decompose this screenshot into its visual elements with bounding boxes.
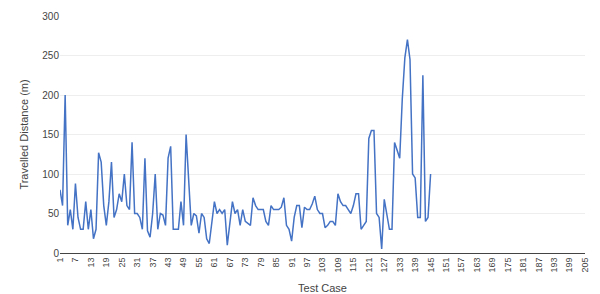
- svg-text:85: 85: [271, 258, 281, 268]
- svg-text:115: 115: [348, 258, 358, 272]
- svg-text:7: 7: [70, 258, 80, 263]
- svg-text:199: 199: [564, 258, 574, 273]
- svg-text:67: 67: [225, 258, 235, 268]
- svg-text:0: 0: [53, 248, 59, 259]
- svg-text:43: 43: [163, 258, 173, 268]
- svg-text:37: 37: [148, 258, 158, 268]
- svg-text:103: 103: [317, 258, 327, 273]
- svg-text:200: 200: [42, 90, 59, 101]
- svg-text:145: 145: [426, 258, 436, 273]
- svg-text:139: 139: [410, 258, 420, 273]
- svg-text:133: 133: [395, 258, 405, 273]
- svg-text:175: 175: [503, 258, 513, 273]
- svg-text:91: 91: [287, 258, 297, 268]
- svg-text:300: 300: [42, 11, 59, 22]
- svg-text:109: 109: [333, 258, 343, 273]
- svg-text:1: 1: [55, 258, 65, 263]
- svg-text:163: 163: [472, 258, 482, 273]
- svg-text:250: 250: [42, 50, 59, 61]
- svg-text:79: 79: [256, 258, 266, 268]
- svg-text:73: 73: [240, 258, 250, 268]
- svg-text:151: 151: [441, 258, 451, 273]
- svg-text:Test Case: Test Case: [298, 282, 347, 294]
- svg-text:205: 205: [580, 258, 590, 273]
- svg-text:61: 61: [209, 258, 219, 268]
- svg-text:187: 187: [534, 258, 544, 273]
- svg-text:31: 31: [132, 258, 142, 268]
- svg-text:127: 127: [379, 258, 389, 273]
- svg-text:50: 50: [48, 208, 60, 219]
- svg-text:169: 169: [487, 258, 497, 273]
- svg-text:181: 181: [518, 258, 528, 273]
- svg-text:25: 25: [117, 258, 127, 268]
- svg-text:55: 55: [194, 258, 204, 268]
- svg-text:19: 19: [101, 258, 111, 268]
- svg-text:193: 193: [549, 258, 559, 273]
- svg-text:100: 100: [42, 169, 59, 180]
- svg-text:121: 121: [364, 258, 374, 273]
- svg-text:13: 13: [86, 258, 96, 268]
- svg-text:Travelled Distance (m): Travelled Distance (m): [18, 79, 30, 189]
- svg-text:150: 150: [42, 129, 59, 140]
- svg-text:97: 97: [302, 258, 312, 268]
- svg-text:157: 157: [456, 258, 466, 273]
- svg-text:49: 49: [178, 258, 188, 268]
